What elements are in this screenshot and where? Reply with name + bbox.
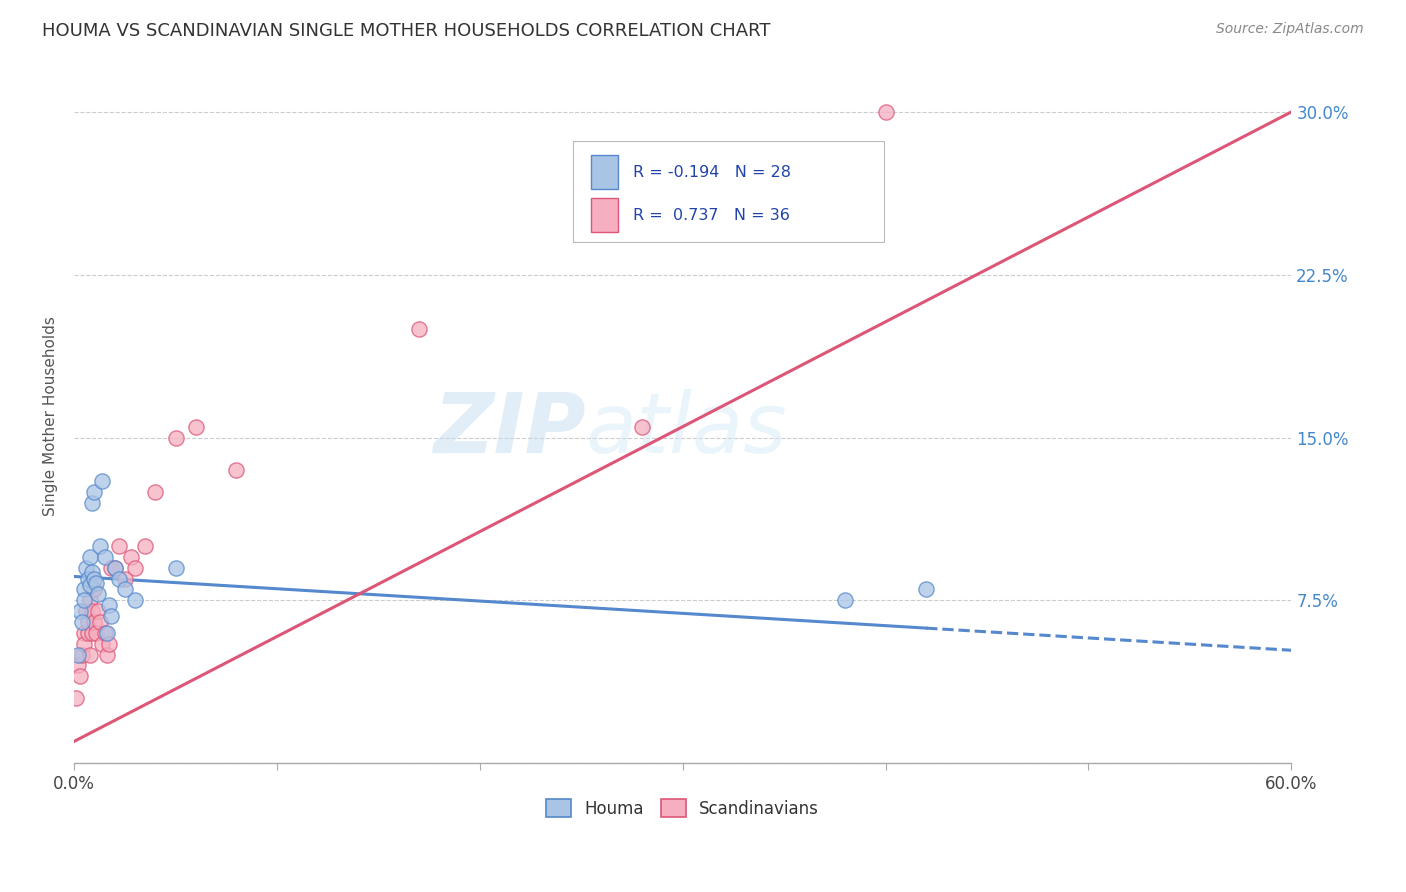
Point xyxy=(86,576,108,591)
Point xyxy=(79,648,101,662)
Point xyxy=(82,565,104,579)
Point xyxy=(915,582,938,597)
Point xyxy=(91,637,114,651)
Bar xyxy=(592,155,619,189)
Point xyxy=(87,604,110,618)
Text: R =  0.737   N = 36: R = 0.737 N = 36 xyxy=(633,208,790,223)
Point xyxy=(82,496,104,510)
Point xyxy=(100,561,122,575)
Point xyxy=(114,582,136,597)
Point xyxy=(124,593,146,607)
Point xyxy=(104,561,127,575)
Point xyxy=(93,549,115,564)
Point xyxy=(96,626,118,640)
Point xyxy=(82,626,104,640)
Point xyxy=(120,549,142,564)
Point xyxy=(77,615,100,629)
Point xyxy=(134,539,156,553)
Point xyxy=(114,572,136,586)
Point xyxy=(83,582,105,597)
Point xyxy=(93,626,115,640)
Point xyxy=(75,561,97,575)
Point xyxy=(143,484,166,499)
Point xyxy=(73,593,96,607)
Point xyxy=(69,604,91,618)
Point xyxy=(225,463,247,477)
Point xyxy=(631,419,654,434)
Point xyxy=(67,658,90,673)
Point xyxy=(97,637,120,651)
Point xyxy=(73,582,96,597)
Point xyxy=(96,648,118,662)
Point xyxy=(67,648,90,662)
Point xyxy=(89,539,111,553)
Point xyxy=(79,593,101,607)
Point xyxy=(65,691,87,706)
Text: Source: ZipAtlas.com: Source: ZipAtlas.com xyxy=(1216,22,1364,37)
Text: HOUMA VS SCANDINAVIAN SINGLE MOTHER HOUSEHOLDS CORRELATION CHART: HOUMA VS SCANDINAVIAN SINGLE MOTHER HOUS… xyxy=(42,22,770,40)
Point xyxy=(100,608,122,623)
Point xyxy=(408,322,430,336)
Bar xyxy=(592,198,619,232)
Point xyxy=(834,593,856,607)
Point xyxy=(104,561,127,575)
Text: ZIP: ZIP xyxy=(433,389,585,470)
Point xyxy=(184,419,207,434)
Point xyxy=(82,604,104,618)
Point xyxy=(83,572,105,586)
Point xyxy=(73,637,96,651)
Text: R = -0.194   N = 28: R = -0.194 N = 28 xyxy=(633,164,790,179)
Point xyxy=(70,648,93,662)
Point xyxy=(83,615,105,629)
Point xyxy=(83,484,105,499)
Point xyxy=(107,539,129,553)
Point xyxy=(87,587,110,601)
Point xyxy=(89,615,111,629)
Legend: Houma, Scandinavians: Houma, Scandinavians xyxy=(540,793,825,824)
Point xyxy=(91,474,114,488)
Y-axis label: Single Mother Households: Single Mother Households xyxy=(44,316,58,516)
FancyBboxPatch shape xyxy=(574,142,883,242)
Point xyxy=(75,604,97,618)
Point xyxy=(875,104,897,119)
Text: atlas: atlas xyxy=(585,389,787,470)
Point xyxy=(77,572,100,586)
Point xyxy=(73,626,96,640)
Point xyxy=(69,669,91,683)
Point xyxy=(124,561,146,575)
Point xyxy=(86,626,108,640)
Point xyxy=(165,431,187,445)
Point xyxy=(70,615,93,629)
Point xyxy=(107,572,129,586)
Point xyxy=(79,578,101,592)
Point xyxy=(79,549,101,564)
Point xyxy=(77,626,100,640)
Point xyxy=(97,598,120,612)
Point xyxy=(165,561,187,575)
